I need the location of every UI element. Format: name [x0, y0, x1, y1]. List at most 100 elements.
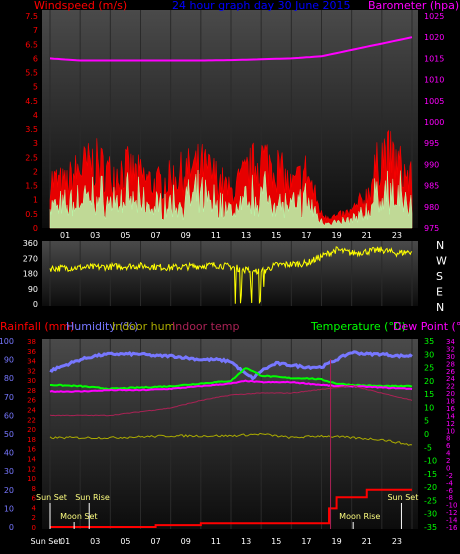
direction-tick-label: 270	[23, 254, 38, 263]
rainfall-axis-title: Rainfall (mm)	[0, 320, 74, 333]
humidity-tick-label: 2	[32, 514, 36, 522]
indoor-temp-tick-label: 12	[446, 420, 455, 428]
event-label: Moon Rise	[339, 512, 380, 521]
barometer-axis-title: Barometer (hpa)	[368, 0, 459, 12]
rainfall-tick-label: 70	[4, 393, 14, 402]
humidity-tick-label: 16	[27, 446, 36, 454]
barometer-series	[49, 36, 413, 62]
hour-tick-label: 05	[120, 231, 130, 240]
windspeed-tick-label: 5	[33, 83, 38, 92]
indoor-temp-tick-label: 6	[446, 442, 451, 450]
rainfall-tick-label: 10	[4, 504, 14, 513]
hour-tick-label: 19	[331, 231, 341, 240]
indoor-temp-tick-label: 22	[446, 383, 455, 391]
hour-tick-label: Sun Set	[31, 537, 62, 546]
hour-tick-label: 17	[301, 231, 311, 240]
event-label: Moon Set	[60, 512, 97, 521]
compass-label: N	[436, 239, 444, 252]
hour-tick-label: 09	[181, 231, 191, 240]
indoor-hum-axis-title: Indoor hum	[112, 320, 175, 333]
event-label: Sun Rise	[75, 493, 110, 502]
hour-tick-label: 23	[392, 537, 402, 546]
wind-time-axis-ticks: 01 03 05 07 09 11 13 15 17 19 21 23	[60, 231, 402, 240]
temp-axis-ticks: 1009080706050403020100383634323028262422…	[0, 337, 458, 532]
series-line	[50, 367, 413, 391]
rainfall-tick-label: 50	[4, 430, 14, 439]
barometer-tick-label: 1020	[424, 33, 444, 42]
direction-line	[49, 246, 413, 305]
direction-tick-label: 180	[23, 270, 38, 279]
barometer-axis-ticks: 1025 1020 1015 1010 1005 1000 995 990 985 980 975	[424, 12, 444, 233]
hour-tick-label: 01	[60, 231, 70, 240]
indoor-temp-tick-label: 30	[446, 353, 455, 361]
humidity-tick-label: 38	[27, 338, 36, 346]
barometer-tick-label: 1015	[424, 54, 444, 63]
barometer-tick-label: 1025	[424, 12, 444, 21]
temperature-tick-label: 15	[424, 390, 434, 399]
windspeed-tick-label: 2	[33, 167, 38, 176]
series-line	[49, 350, 413, 381]
rainfall-tick-label: 80	[4, 374, 14, 383]
temperature-tick-label: 30	[424, 350, 434, 359]
hour-tick-label: 23	[392, 231, 402, 240]
humidity-tick-label: 36	[27, 348, 36, 356]
temperature-tick-label: -30	[424, 510, 437, 519]
windspeed-tick-label: 7	[33, 26, 38, 35]
barometer-tick-label: 995	[424, 139, 439, 148]
average-wind-area	[49, 169, 413, 229]
temperature-tick-label: -20	[424, 483, 437, 492]
barometer-tick-label: 1010	[424, 76, 444, 85]
windspeed-tick-label: 2.5	[25, 153, 38, 162]
barometer-tick-label: 1000	[424, 118, 444, 127]
temperature-tick-label: 0	[424, 430, 429, 439]
humidity-tick-label: 0	[32, 524, 36, 532]
humidity-tick-label: 8	[32, 485, 36, 493]
compass-label: E	[436, 286, 443, 299]
windspeed-tick-label: 6	[33, 54, 38, 63]
hour-tick-label: 07	[150, 231, 160, 240]
wind-pressure-panel: 7.576.565.554.543.532.521.510.50 1025102…	[25, 0, 459, 240]
rainfall-tick-label: 30	[4, 467, 14, 476]
sun-moon-events: Sun Set Sun Rise Moon Set Moon Rise Sun Set	[36, 359, 418, 529]
indoor-temp-tick-label: -16	[446, 524, 458, 532]
temperature-tick-label: 35	[424, 337, 434, 346]
series-line	[50, 488, 412, 528]
indoor-temp-tick-label: -4	[446, 479, 454, 487]
indoor-temp-tick-label: 26	[446, 368, 455, 376]
indoor-temp-tick-label: 18	[446, 398, 455, 406]
windspeed-tick-label: 1	[33, 196, 38, 205]
hour-tick-label: 03	[90, 537, 100, 546]
windspeed-axis-title: Windspeed (m/s)	[34, 0, 127, 12]
indoor-temp-tick-label: 14	[446, 412, 455, 420]
humidity-tick-label: 12	[27, 465, 36, 473]
rainfall-tick-label: 60	[4, 411, 14, 420]
direction-plot-area	[42, 241, 418, 306]
windspeed-tick-label: 4	[33, 111, 38, 120]
humidity-tick-label: 4	[32, 504, 37, 512]
direction-tick-label: 0	[33, 300, 38, 309]
direction-series	[49, 246, 413, 305]
rainfall-tick-label: 0	[9, 523, 14, 532]
hour-tick-label: 15	[271, 537, 281, 546]
rainfall-tick-label: 90	[4, 356, 14, 365]
windspeed-tick-label: 5.5	[25, 69, 38, 78]
humidity-tick-label: 18	[27, 436, 36, 444]
humidity-tick-label: 20	[27, 426, 36, 434]
windspeed-tick-label: 1.5	[25, 182, 38, 191]
hour-tick-label: 05	[120, 537, 130, 546]
humidity-axis-title: Humidity (%)	[66, 320, 138, 333]
hour-tick-label: 17	[301, 537, 311, 546]
hour-tick-label: 09	[181, 537, 191, 546]
event-label: Sun Set	[387, 493, 418, 502]
temp-humidity-series	[49, 350, 413, 528]
hour-tick-label: 03	[90, 231, 100, 240]
rainfall-tick-label: 20	[4, 486, 14, 495]
temperature-tick-label: 10	[424, 403, 434, 412]
humidity-tick-label: 6	[32, 495, 37, 503]
humidity-tick-label: 30	[27, 377, 36, 385]
humidity-tick-label: 14	[27, 455, 36, 463]
barometer-tick-label: 1005	[424, 97, 444, 106]
